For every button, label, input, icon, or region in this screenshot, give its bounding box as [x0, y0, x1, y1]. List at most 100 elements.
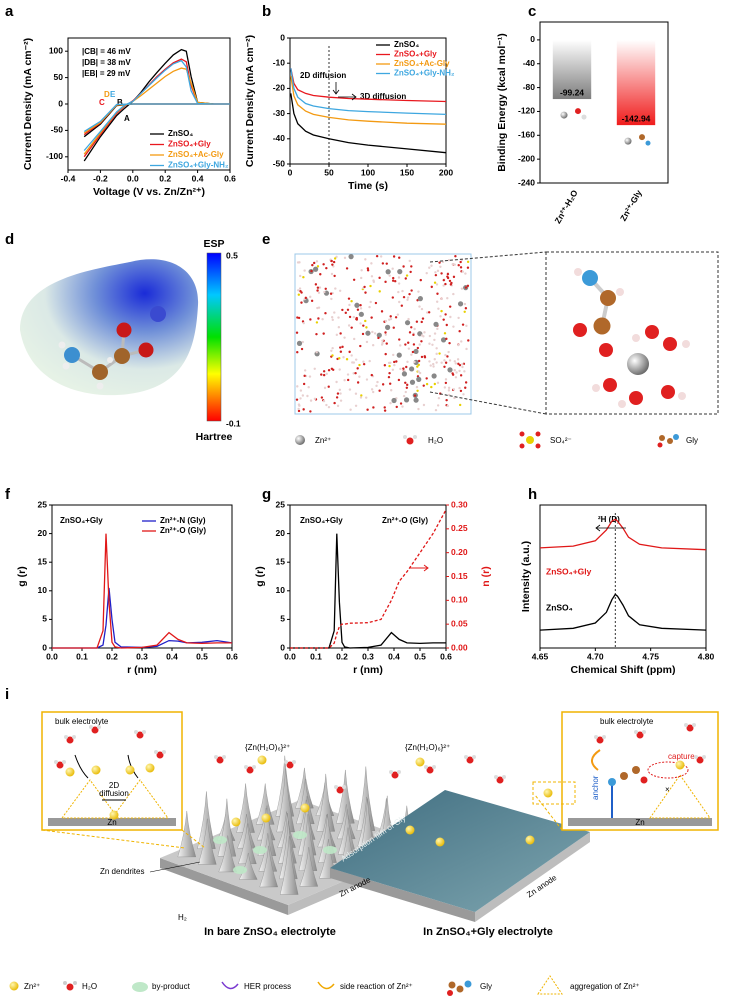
atom — [459, 260, 462, 264]
inset-title: bulk electrolyte — [55, 717, 109, 726]
water-h — [64, 735, 68, 739]
atom — [423, 355, 426, 358]
atom — [466, 266, 470, 269]
caption: In bare ZnSO₄ electrolyte — [204, 926, 336, 938]
atom — [338, 388, 342, 391]
atom — [332, 265, 335, 268]
series-line — [52, 587, 233, 649]
atom — [384, 333, 387, 336]
atom — [297, 316, 301, 320]
atom — [402, 367, 405, 370]
atom — [440, 309, 443, 313]
legend-label: H₂O — [428, 436, 443, 445]
atom — [325, 403, 328, 407]
zn-ion — [525, 835, 535, 845]
zoom-region — [532, 781, 576, 805]
atom — [300, 291, 303, 294]
plot-frame — [539, 504, 707, 649]
atom — [391, 368, 395, 371]
x-tick-label: Zn²⁺-H₂O — [552, 188, 579, 225]
atom — [420, 307, 424, 311]
atom — [454, 362, 457, 365]
atom — [440, 272, 443, 275]
atom — [316, 289, 319, 292]
atom — [358, 311, 364, 317]
y-tick-label: -120 — [518, 106, 535, 116]
atom — [454, 255, 457, 258]
atom — [365, 330, 371, 336]
x-tick-label: 0.2 — [159, 173, 171, 183]
atom — [354, 358, 358, 361]
atom — [346, 373, 350, 376]
atom — [407, 347, 411, 350]
colorbar-max: 0.5 — [226, 250, 238, 260]
atom — [348, 254, 354, 260]
diffusion-label: diffusion — [99, 789, 129, 798]
atom — [407, 341, 410, 344]
atom — [330, 272, 334, 276]
atom — [406, 296, 410, 299]
atom — [338, 346, 342, 349]
atom — [353, 337, 356, 341]
dendrite — [298, 814, 318, 871]
atom — [457, 362, 460, 366]
dendrite — [259, 845, 278, 888]
by-product — [323, 846, 337, 854]
atom — [445, 398, 448, 402]
atom — [449, 283, 453, 286]
atom — [337, 316, 340, 319]
atom — [325, 266, 328, 270]
atom — [423, 331, 426, 334]
atom — [448, 341, 451, 345]
x-tick-label: 0.6 — [440, 651, 452, 661]
atom — [447, 367, 453, 373]
atom — [313, 266, 319, 272]
dendrite — [197, 791, 216, 849]
y-tick-label: -100 — [46, 151, 63, 161]
atom — [463, 302, 467, 306]
legend-icon — [221, 981, 239, 990]
water — [466, 756, 474, 764]
atom — [413, 397, 419, 403]
water-h — [142, 730, 146, 734]
atom — [437, 396, 441, 400]
atom — [452, 292, 455, 296]
atom — [313, 367, 316, 370]
by-product — [293, 831, 307, 839]
atom — [399, 344, 402, 347]
atom — [370, 373, 374, 377]
legend-icon — [295, 435, 305, 445]
atom — [417, 359, 421, 363]
atom — [436, 269, 440, 273]
atom — [454, 376, 458, 379]
atom — [327, 369, 331, 372]
y-tick-label: 0 — [42, 642, 47, 652]
atom — [299, 389, 303, 392]
atom — [406, 360, 409, 364]
atom — [350, 326, 353, 329]
molecule-icon — [639, 134, 645, 141]
x-tick-label: 150 — [400, 167, 414, 177]
atom — [302, 408, 305, 411]
atom — [362, 360, 365, 363]
y-tick-label: -50 — [273, 158, 286, 168]
atom — [346, 378, 350, 382]
atom — [347, 297, 351, 300]
atom — [381, 339, 384, 342]
atom — [343, 336, 346, 339]
atom — [398, 300, 401, 304]
colorbar-min: -0.1 — [226, 418, 241, 428]
atom — [415, 320, 419, 323]
series-label: ZnSO₄ — [546, 602, 573, 612]
zoom-cluster — [573, 268, 690, 408]
atom — [300, 347, 304, 351]
atom — [361, 332, 365, 336]
atom — [401, 371, 408, 377]
bar — [616, 39, 656, 126]
water — [636, 731, 644, 739]
atom — [315, 260, 319, 263]
atom — [442, 284, 445, 287]
bar-value-label: -142.94 — [622, 113, 651, 123]
atom — [446, 272, 450, 276]
legend-icon — [63, 981, 77, 991]
